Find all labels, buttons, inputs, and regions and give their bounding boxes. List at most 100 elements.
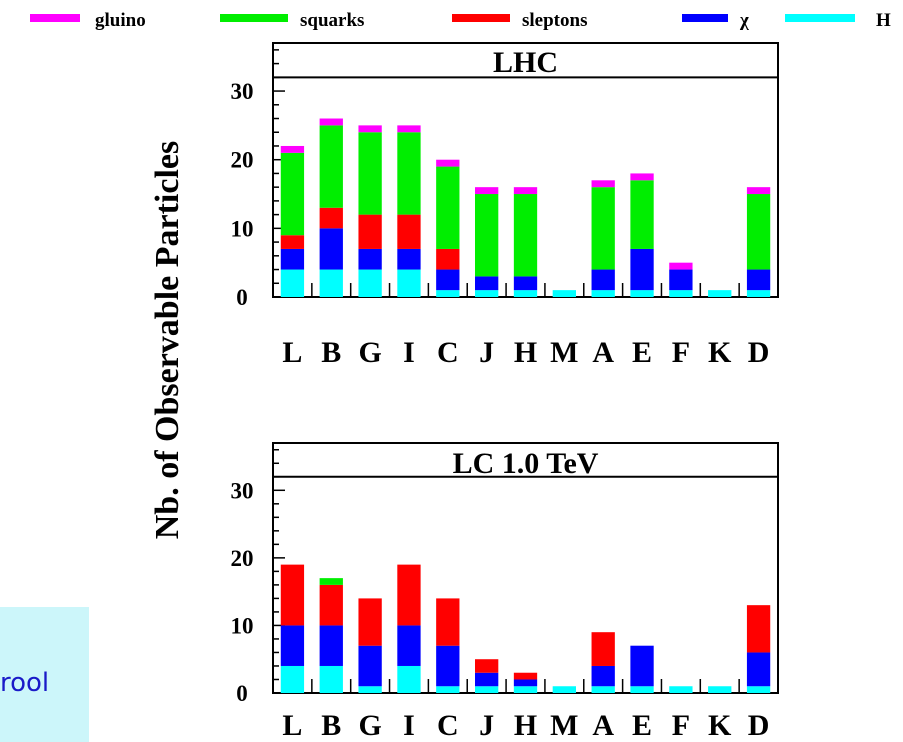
bar-lc-1-0-tev-b-chi [319, 625, 343, 666]
bar-lhc-d-chi [746, 269, 771, 291]
bar-lhc-i-chi [397, 248, 421, 270]
bar-lhc-m-h [552, 290, 576, 297]
bar-lhc-l-gluino [280, 145, 305, 153]
bar-lhc-f-chi [669, 269, 693, 291]
bar-lhc-j-squarks [475, 194, 499, 277]
bar-lhc-j-h [475, 290, 499, 297]
bar-lc-1-0-tev-e-h [630, 686, 654, 693]
bar-lc-1-0-tev-a-h [591, 686, 615, 693]
y-tick-label-0: 0 [236, 681, 248, 706]
y-tick-label-20: 20 [231, 148, 254, 173]
bar-lc-1-0-tev-j-h [475, 686, 499, 693]
category-label-b: B [321, 709, 341, 742]
category-label-m: M [550, 336, 578, 369]
y-tick-label-30: 30 [231, 79, 254, 104]
bar-lc-1-0-tev-g-sleptons [358, 598, 382, 646]
y-tick-label-0: 0 [236, 285, 248, 310]
bar-lhc-c-squarks [436, 166, 460, 249]
category-label-m: M [550, 709, 578, 742]
category-label-f: F [672, 336, 690, 369]
bar-lc-1-0-tev-k-h [708, 686, 732, 693]
category-label-e: E [632, 336, 652, 369]
bar-lhc-c-h [436, 290, 460, 297]
bar-lc-1-0-tev-m-h [552, 686, 576, 693]
bar-lc-1-0-tev-d-chi [746, 652, 771, 687]
bar-lhc-h-h [513, 290, 538, 297]
bar-lc-1-0-tev-i-sleptons [397, 564, 421, 626]
legend-label-squarks: squarks [300, 10, 364, 31]
category-label-a: A [592, 709, 614, 742]
y-axis-label: Nb. of Observable Particles [149, 141, 186, 540]
category-label-k: K [708, 336, 732, 369]
bar-lc-1-0-tev-c-h [436, 686, 460, 693]
bar-lhc-d-squarks [746, 194, 771, 270]
panel-lhc: LHC 0 10 20 30 L B G I C J H M A E F K D [231, 42, 779, 369]
category-label-h: H [514, 336, 537, 369]
category-label-j: J [479, 336, 494, 369]
bar-lc-1-0-tev-c-chi [436, 645, 460, 687]
bar-lc-1-0-tev-l-sleptons [280, 564, 305, 626]
bar-lc-1-0-tev-g-chi [358, 645, 382, 687]
bar-lc-1-0-tev-d-h [746, 686, 771, 693]
bar-lhc-a-chi [591, 269, 615, 291]
bar-lc-1-0-tev-h-h [513, 686, 538, 693]
bar-lhc-l-sleptons [280, 235, 305, 249]
legend-label-sleptons: sleptons [522, 10, 587, 31]
y-tick-label-10: 10 [231, 613, 254, 638]
bar-lc-1-0-tev-l-chi [280, 625, 305, 666]
panel-lc-1tev: LC 1.0 TeV 0 10 20 30 L B G I C J H M A E F K D [231, 442, 779, 742]
bar-lc-1-0-tev-j-sleptons [475, 659, 499, 673]
legend-swatch-squarks [220, 14, 288, 22]
bar-lhc-l-squarks [280, 152, 305, 236]
bar-lhc-f-h [669, 290, 693, 297]
bar-lc-1-0-tev-c-sleptons [436, 598, 460, 646]
category-label-d: D [748, 709, 770, 742]
category-label-h: H [514, 709, 537, 742]
side-note-text: rool [0, 668, 50, 698]
legend: gluino squarks sleptons χ H [30, 10, 891, 31]
bar-lhc-d-h [746, 290, 771, 297]
bar-lhc-g-gluino [358, 125, 382, 133]
category-label-g: G [358, 336, 381, 369]
side-note-box [0, 607, 89, 742]
bar-lc-1-0-tev-f-h [669, 686, 693, 693]
bar-lhc-l-chi [280, 248, 305, 270]
bar-lhc-g-squarks [358, 132, 382, 215]
category-label-c: C [437, 709, 459, 742]
bar-lc-1-0-tev-g-h [358, 686, 382, 693]
bar-lc-1-0-tev-a-chi [591, 665, 615, 687]
legend-label-chi: χ [739, 10, 749, 31]
bar-lc-1-0-tev-b-h [319, 665, 343, 693]
bar-lhc-j-chi [475, 276, 499, 291]
bar-lc-1-0-tev-j-chi [475, 672, 499, 687]
bar-lhc-b-squarks [319, 125, 343, 208]
bar-lhc-h-gluino [513, 187, 538, 195]
bar-lhc-g-sleptons [358, 214, 382, 249]
bar-lhc-b-h [319, 269, 343, 297]
category-label-b: B [321, 336, 341, 369]
bar-lhc-e-h [630, 290, 654, 297]
bar-lhc-a-h [591, 290, 615, 297]
y-tick-label-10: 10 [231, 216, 254, 241]
bar-lc-1-0-tev-e-chi [630, 645, 654, 687]
bar-lhc-c-gluino [436, 159, 460, 167]
bar-lhc-h-chi [513, 276, 538, 291]
bar-lhc-e-squarks [630, 180, 654, 249]
bar-lhc-f-gluino [669, 262, 693, 270]
category-label-k: K [708, 709, 732, 742]
bar-lhc-k-h [708, 290, 732, 297]
category-label-d: D [748, 336, 770, 369]
category-label-e: E [632, 709, 652, 742]
y-tick-label-20: 20 [231, 546, 254, 571]
bar-lhc-a-gluino [591, 180, 615, 188]
bar-lhc-c-chi [436, 269, 460, 291]
category-label-g: G [358, 709, 381, 742]
panel-title-lc-1-0-tev: LC 1.0 TeV [453, 447, 599, 480]
bar-lhc-j-gluino [475, 187, 499, 195]
bar-lc-1-0-tev-a-sleptons [591, 632, 615, 666]
category-label-i: I [403, 709, 415, 742]
bar-lhc-g-h [358, 269, 382, 297]
bar-lc-1-0-tev-l-h [280, 665, 305, 693]
bar-lhc-l-h [280, 269, 305, 297]
